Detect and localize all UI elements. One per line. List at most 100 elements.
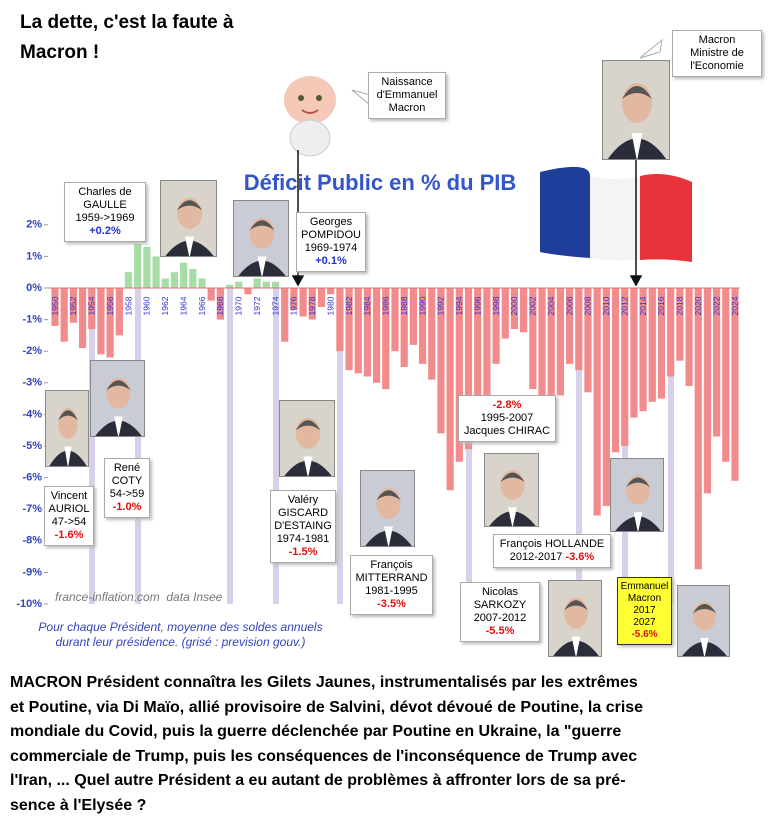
x-tick-label: 1990 xyxy=(417,296,427,315)
callout-text: -2.8% xyxy=(492,399,522,411)
callout: Macron Ministre de l'Economie xyxy=(672,30,762,77)
bar xyxy=(143,246,151,288)
callout-text: COTY xyxy=(111,475,143,487)
bar xyxy=(722,288,730,462)
note-row: Pour chaque Président, moyenne des solde… xyxy=(18,620,343,635)
bar xyxy=(556,288,565,396)
x-tick-label: 1964 xyxy=(178,296,188,315)
bar xyxy=(97,288,105,355)
bar xyxy=(538,288,546,415)
callout-line: GISCARD xyxy=(273,507,333,520)
callout: Georges POMPIDOU 1969-1974 +0.1% xyxy=(296,212,366,272)
portrait-photo xyxy=(610,458,664,532)
callout: François HOLLANDE 2012-2017 -3.6% xyxy=(493,534,611,568)
callout-line: 1995-2007 xyxy=(461,412,553,425)
callout-text: Vincent xyxy=(50,490,88,502)
bar xyxy=(391,288,399,352)
x-tick-label: 1986 xyxy=(381,296,391,315)
x-tick-label: 1956 xyxy=(105,296,115,315)
bar xyxy=(373,288,381,383)
callout-text: François xyxy=(370,559,413,571)
callout-line: Emmanuel xyxy=(620,581,669,593)
text-line: sence à l'Elysée ? xyxy=(10,796,147,814)
callout-text: Emmanuel xyxy=(620,581,669,592)
callout-line: Macron xyxy=(371,102,443,115)
callout-line: COTY xyxy=(107,475,147,488)
portrait-art xyxy=(161,181,216,256)
callout: Charles de GAULLE 1959->1969 +0.2% xyxy=(64,182,146,242)
bar xyxy=(630,288,638,418)
callout-text: Charles de xyxy=(78,186,132,198)
source: france-inflation.com data Insee xyxy=(55,590,223,604)
callout-text: Macron xyxy=(627,593,662,604)
x-tick-label: 2004 xyxy=(546,296,556,315)
callout-text: AURIOL xyxy=(48,503,90,515)
callout-line: François xyxy=(353,559,430,572)
callout-text: 47->54 xyxy=(51,516,87,528)
callout-line: Ministre de xyxy=(675,47,759,60)
callout-line: 2027 xyxy=(620,617,669,629)
x-tick-label: 2010 xyxy=(601,296,611,315)
callout: Valéry GISCARD D'ESTAING 1974-1981 -1.5% xyxy=(270,490,336,563)
callout-line: François HOLLANDE xyxy=(496,538,608,551)
bar xyxy=(602,288,610,507)
callout-line: 54->59 xyxy=(107,488,147,501)
x-tick-label: 1952 xyxy=(68,296,78,315)
note: Pour chaque Président, moyenne des solde… xyxy=(18,620,343,650)
page-title: La dette, c'est la faute à Macron ! xyxy=(20,12,234,63)
y-tick-label: -5% xyxy=(22,440,42,452)
baby xyxy=(284,76,336,157)
bar xyxy=(593,288,601,516)
callout-text: 2012-2017 xyxy=(509,551,566,563)
portrait-photo xyxy=(160,180,217,257)
bar xyxy=(611,288,620,453)
portrait-art xyxy=(280,401,334,476)
x-tick-label: 2020 xyxy=(693,296,703,315)
callout-text: René xyxy=(113,462,141,474)
callout-text: 54->59 xyxy=(109,488,145,500)
bar xyxy=(327,288,335,295)
bar xyxy=(115,288,123,336)
callout-line: Naissance xyxy=(371,76,443,89)
callout-text: GAULLE xyxy=(83,199,127,211)
bar xyxy=(262,281,270,288)
y-tick-label: -3% xyxy=(22,377,42,389)
bar xyxy=(78,288,87,349)
y-tick-label: -10% xyxy=(16,598,42,610)
callout-line: -3.5% xyxy=(353,598,430,611)
callout-line: Valéry xyxy=(273,494,333,507)
callout-text: Georges xyxy=(309,216,353,228)
text-row: commerciale de Trump, puis les conséquen… xyxy=(10,745,643,770)
callout-line: AURIOL xyxy=(47,503,91,516)
bar xyxy=(694,288,702,570)
portrait-art xyxy=(611,459,663,531)
callout-line: Charles de xyxy=(67,186,143,199)
callout-text: -1.6% xyxy=(54,529,84,541)
callout-text: Jacques CHIRAC xyxy=(463,425,551,437)
portrait-art xyxy=(234,201,288,276)
x-tick-label: 1976 xyxy=(289,296,299,315)
callout-text: Naissance xyxy=(381,76,433,88)
bar xyxy=(69,288,77,323)
x-tick-label: 2014 xyxy=(638,296,648,315)
y-tick-label: -9% xyxy=(22,566,42,578)
bar xyxy=(584,288,592,393)
callout-text: -5.5% xyxy=(485,625,515,637)
bar xyxy=(400,288,408,367)
callout: Vincent AURIOL 47->54 -1.6% xyxy=(44,486,94,546)
text-line: MACRON Président connaîtra les Gilets Ja… xyxy=(10,674,638,691)
bar xyxy=(124,272,133,288)
callout-line: MITTERRAND xyxy=(353,572,430,585)
bar xyxy=(483,288,491,402)
x-tick-label: 1988 xyxy=(399,296,409,315)
callout-line: -5.5% xyxy=(463,625,537,638)
bar xyxy=(501,288,509,339)
portrait-photo xyxy=(45,390,89,467)
bar xyxy=(60,288,68,342)
bar xyxy=(308,288,316,320)
bar xyxy=(253,278,261,288)
callout-text: Macron xyxy=(698,34,736,46)
callout-line: D'ESTAING xyxy=(273,520,333,533)
callout-text: GISCARD xyxy=(277,507,329,519)
callout-line: -5.6% xyxy=(620,629,669,641)
